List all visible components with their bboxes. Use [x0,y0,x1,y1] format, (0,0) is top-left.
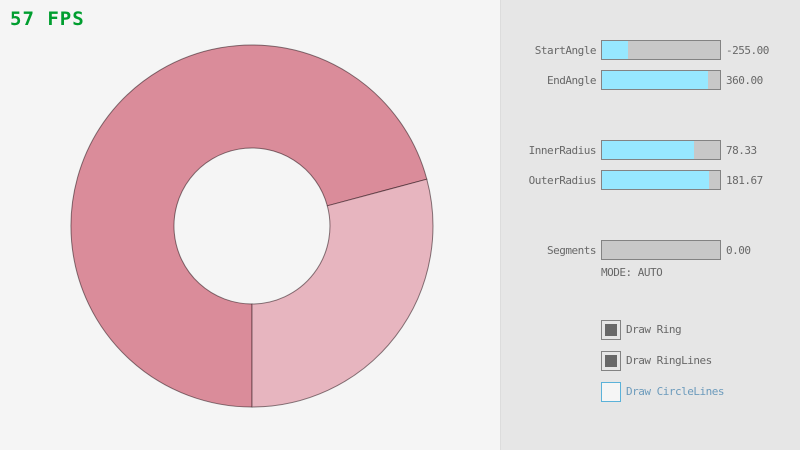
slider-label-segments: Segments [547,244,596,257]
slider-row-outer-radius: OuterRadius 181.67 [501,170,800,190]
ring-svg [70,44,434,408]
segments-value: 0.00 [726,244,751,257]
outer-radius-slider[interactable] [601,170,721,190]
start-angle-slider-fill [602,41,628,59]
slider-label-end-angle: EndAngle [547,74,596,87]
checkbox-row-draw-ringlines: Draw RingLines [501,351,800,371]
slider-row-end-angle: EndAngle 360.00 [501,70,800,90]
draw-ring-checkbox[interactable] [601,320,621,340]
slider-row-segments: Segments 0.00 [501,240,800,260]
fps-counter: 57 FPS [10,8,85,30]
inner-radius-slider-fill [602,141,695,159]
slider-row-inner-radius: InnerRadius 78.33 [501,140,800,160]
draw-ringlines-checkbox[interactable] [601,351,621,371]
start-angle-value: -255.00 [726,44,769,57]
checkbox-row-draw-ring: Draw Ring [501,320,800,340]
slider-label-outer-radius: OuterRadius [528,174,597,187]
slider-row-start-angle: StartAngle -255.00 [501,40,800,60]
end-angle-value: 360.00 [726,74,763,87]
inner-radius-value: 78.33 [726,144,757,157]
inner-radius-slider[interactable] [601,140,721,160]
draw-circlelines-checkbox[interactable] [601,382,621,402]
slider-label-inner-radius: InnerRadius [528,144,597,157]
draw-circlelines-checkbox-label: Draw CircleLines [626,385,724,398]
outer-radius-slider-fill [602,171,710,189]
end-angle-slider-fill [602,71,709,89]
slider-label-start-angle: StartAngle [534,44,597,57]
checkbox-row-draw-circlelines: Draw CircleLines [501,382,800,402]
draw-ring-checkbox-label: Draw Ring [626,323,682,336]
outer-radius-value: 181.67 [726,174,763,187]
control-panel: StartAngle -255.00 EndAngle 360.00 Inner… [500,0,800,450]
ring-sector-double-overlap [70,44,428,408]
ring-sector-single-pass [251,178,434,408]
draw-ringlines-checkbox-label: Draw RingLines [626,354,712,367]
end-angle-slider[interactable] [601,70,721,90]
segments-mode-label: MODE: AUTO [601,266,663,279]
segments-slider[interactable] [601,240,721,260]
start-angle-slider[interactable] [601,40,721,60]
